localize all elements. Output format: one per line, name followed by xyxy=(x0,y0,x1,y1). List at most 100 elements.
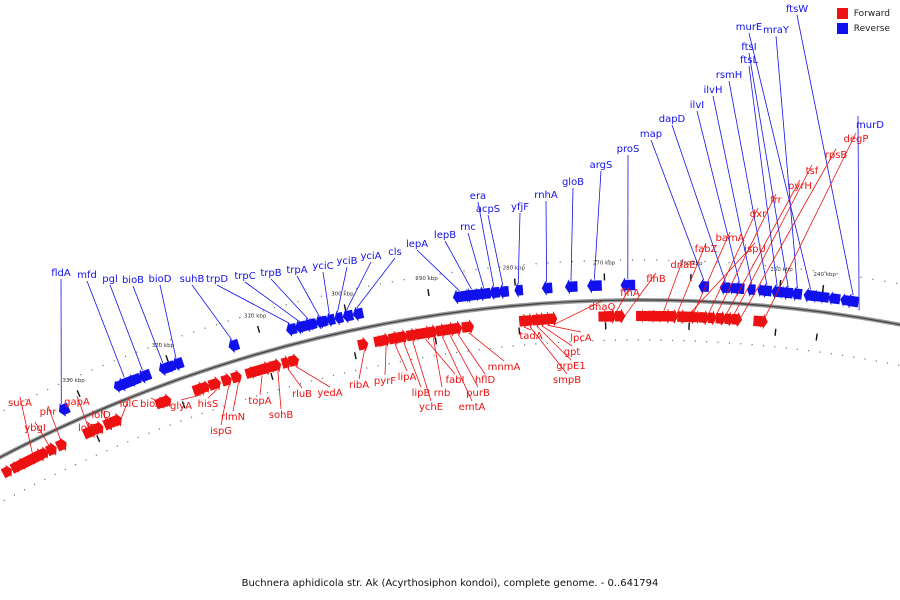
scale-dot xyxy=(58,383,60,386)
gene-label-rsmH: rsmH xyxy=(716,70,743,81)
leader-mnmA xyxy=(468,332,505,362)
tick-label: 300 kbp xyxy=(331,292,354,298)
leader-flhA xyxy=(610,286,631,323)
leader-bioD xyxy=(159,284,177,359)
gene-label-acpS: acpS xyxy=(476,204,500,215)
gene-dapD xyxy=(719,279,731,296)
gene-label-tadA: tadA xyxy=(519,331,542,342)
legend-reverse-label: Reverse xyxy=(853,23,890,34)
scale-tick-inner xyxy=(774,328,777,336)
gene-feature-forward xyxy=(33,446,49,462)
scale-dot xyxy=(388,363,390,365)
scale-dot xyxy=(660,339,662,341)
gene-label-lipA: lipA xyxy=(398,372,417,383)
scale-dot xyxy=(523,264,525,266)
gene-label-degP: degP xyxy=(844,134,869,145)
leader-cls xyxy=(356,257,396,309)
scale-dot xyxy=(201,412,203,415)
gene-label-ychE: ychE xyxy=(419,402,443,413)
scale-dot xyxy=(864,358,866,360)
scale-dot xyxy=(36,393,38,396)
gene-label-emtA: emtA xyxy=(459,402,486,413)
gene-label-pyrF: pyrF xyxy=(374,376,396,387)
scale-dot xyxy=(366,367,368,369)
scale-dot xyxy=(137,436,139,439)
leader-lipA xyxy=(394,344,408,372)
gene-feature-reverse xyxy=(167,359,177,374)
scale-dot xyxy=(69,378,71,381)
scale-dot xyxy=(463,270,465,272)
leader-yedA xyxy=(295,366,331,388)
gene-feature-reverse xyxy=(128,372,142,387)
scale-dot xyxy=(569,341,571,343)
scale-dot xyxy=(656,259,658,261)
gene-fabZ xyxy=(669,309,678,324)
gene-feature-forward xyxy=(398,329,407,344)
gene-era xyxy=(489,284,501,301)
gene-feature-forward xyxy=(636,309,646,323)
gene-label-argS: argS xyxy=(590,160,613,171)
scale-dot xyxy=(475,268,477,271)
gene-feature-forward xyxy=(598,309,609,324)
gene-yciC xyxy=(326,313,336,327)
scale-dot xyxy=(671,339,674,342)
scale-dot xyxy=(776,265,778,268)
scale-dot xyxy=(147,347,149,349)
scale-dot xyxy=(355,369,357,372)
gene-feature-reverse xyxy=(819,290,830,304)
leader-tadA xyxy=(523,326,532,331)
gene-ispG xyxy=(220,372,232,387)
gene-label-ftsI: ftsI xyxy=(741,42,756,53)
scale-dot xyxy=(54,473,56,476)
gene-label-gpt: gpt xyxy=(564,347,581,358)
gene-label-map: map xyxy=(640,129,662,140)
gene-feature-reverse xyxy=(828,291,841,306)
scale-dot xyxy=(379,283,382,285)
legend-forward-label: Forward xyxy=(853,8,890,19)
tick-label: 290 kbp xyxy=(415,276,438,282)
gene-mnmA xyxy=(461,319,475,335)
scale-tick xyxy=(821,284,825,293)
gene-feature-reverse xyxy=(473,287,484,302)
gene-label-trpD: trpD xyxy=(206,274,228,285)
scale-dot xyxy=(774,346,776,348)
gene-label-cls: cls xyxy=(388,247,402,258)
leader-phr xyxy=(47,405,65,451)
leader-pgl xyxy=(109,284,143,371)
leader-ychE xyxy=(412,341,432,402)
scale-dot xyxy=(884,280,886,282)
gene-label-bioA: bioA xyxy=(140,399,162,410)
scale-dot xyxy=(607,259,610,262)
scale-dot xyxy=(212,409,214,411)
gene-feature-reverse xyxy=(308,317,318,331)
gene-label-lepA: lepA xyxy=(406,239,428,250)
gene-label-ybgI: ybgI xyxy=(24,423,46,434)
gene-ribA xyxy=(357,336,369,352)
leader-ilvH xyxy=(712,95,753,284)
leader-rluB xyxy=(287,368,303,389)
leader-bioB xyxy=(132,285,164,363)
scale-dot xyxy=(181,335,183,337)
scale-dot xyxy=(487,267,489,269)
scale-dot xyxy=(204,327,206,329)
gene-suhB xyxy=(228,338,241,354)
scale-dot xyxy=(559,261,561,263)
gene-label-lepB: lepB xyxy=(434,230,456,241)
scale-dot xyxy=(44,478,46,481)
gene-label-lpcA: lpcA xyxy=(570,333,592,344)
gene-rluB xyxy=(280,355,291,370)
leader-lolD xyxy=(100,408,111,430)
gene-mraY xyxy=(791,286,803,302)
scale-tick-inner xyxy=(96,435,101,443)
scale-dot xyxy=(740,343,742,345)
scale-dot xyxy=(762,345,765,347)
gene-label-flhB: flhB xyxy=(646,274,666,285)
gene-feature-forward xyxy=(391,331,400,345)
gene-label-trpA: trpA xyxy=(286,265,307,276)
leader-ftsL xyxy=(748,65,778,286)
scale-dot xyxy=(499,266,501,268)
gene-label-ftsW: ftsW xyxy=(786,4,808,15)
gene-feature-forward xyxy=(244,365,256,380)
leader-glyA xyxy=(180,394,202,401)
scale-dot xyxy=(796,348,799,350)
